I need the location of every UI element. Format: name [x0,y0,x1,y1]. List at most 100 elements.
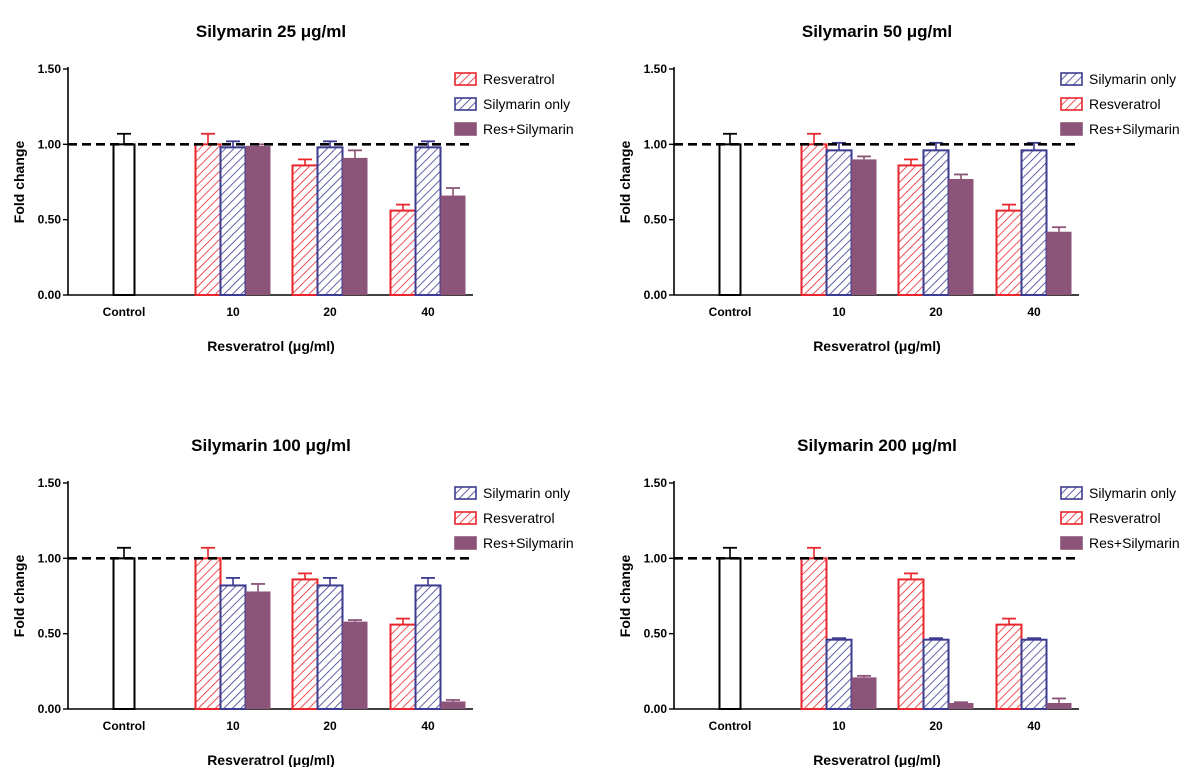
bar-res-silymarin-20 [948,702,974,709]
bar-silymarin-only-10 [825,638,853,710]
y-axis-label: Fold change [617,141,633,224]
bar-control [718,557,742,710]
legend-label-res-silymarin: Res+Silymarin [1089,121,1180,137]
x-tick-label: Control [103,305,146,319]
bar-resveratrol-20 [291,578,319,710]
y-tick-label: 0.00 [644,702,668,716]
legend-swatch-resveratrol [454,511,477,525]
legend-swatch-res-silymarin [1060,536,1083,550]
bar-control [112,557,136,710]
bar-res-silymarin-40 [440,701,466,709]
legend-label-silymarin-only: Silymarin only [483,96,570,112]
y-tick-label: 0.50 [38,213,62,227]
bar-resveratrol-10 [194,143,222,296]
x-tick-label: Control [103,719,146,733]
legend-swatch-silymarin-only [454,97,477,111]
legend-swatch-resveratrol [1060,97,1083,111]
x-axis-label: Resveratrol (μg/ml) [813,338,941,354]
bar-silymarin-only-20 [316,584,344,711]
panel-3: Silymarin 100 μg/ml 0.00 0.50 1.00 1.50 Fold … [11,436,574,767]
x-tick-label: 10 [832,305,846,319]
bar-resveratrol-40 [995,209,1023,296]
legend-label-res-silymarin: Res+Silymarin [483,121,574,137]
bar-resveratrol-40 [389,623,417,710]
x-tick-label: 10 [226,719,240,733]
x-tick-label: 20 [929,719,943,733]
legend-label-silymarin-only: Silymarin only [1089,71,1176,87]
bar-silymarin-only-20 [922,149,950,296]
legend-swatch-silymarin-only [1060,486,1083,500]
bar-res-silymarin-40 [1046,231,1072,295]
x-tick-label: 20 [323,719,337,733]
bar-resveratrol-40 [389,209,417,296]
y-axis-label: Fold change [11,555,27,638]
y-tick-label: 1.50 [38,62,62,76]
bar-res-silymarin-20 [342,157,368,295]
legend-swatch-silymarin-only [454,486,477,500]
bar-resveratrol-20 [897,164,925,296]
bar-res-silymarin-10 [245,145,271,295]
y-tick-label: 1.50 [38,476,62,490]
x-tick-label: 40 [1027,719,1041,733]
bar-silymarin-only-20 [922,638,950,710]
x-tick-label: 20 [323,305,337,319]
bar-res-silymarin-20 [342,621,368,709]
bar-silymarin-only-40 [414,146,442,296]
bar-resveratrol-10 [194,557,222,710]
chart-title: Silymarin 25 μg/ml [196,22,346,41]
bar-control [112,143,136,296]
y-axis-label: Fold change [11,141,27,224]
legend-label-resveratrol: Resveratrol [1089,96,1161,112]
x-tick-label: 10 [226,305,240,319]
y-tick-label: 1.00 [38,551,62,565]
x-axis-label: Resveratrol (μg/ml) [207,338,335,354]
y-tick-label: 1.50 [644,62,668,76]
bar-silymarin-only-20 [316,146,344,296]
bar-resveratrol-10 [800,557,828,710]
bar-resveratrol-40 [995,623,1023,710]
y-tick-label: 1.00 [38,137,62,151]
y-tick-label: 1.50 [644,476,668,490]
legend-swatch-resveratrol [1060,511,1083,525]
legend-swatch-res-silymarin [1060,122,1083,136]
bar-silymarin-only-40 [414,584,442,711]
bar-silymarin-only-10 [219,584,247,711]
y-axis-label: Fold change [617,555,633,638]
y-tick-label: 0.50 [38,627,62,641]
panel-2: Silymarin 50 μg/ml 0.00 0.50 1.00 1.50 Fold c… [617,22,1180,354]
legend-label-res-silymarin: Res+Silymarin [1089,535,1180,551]
x-tick-label: 40 [1027,305,1041,319]
bar-res-silymarin-10 [851,677,877,709]
bar-control [718,143,742,296]
x-tick-label: 10 [832,719,846,733]
legend-label-resveratrol: Resveratrol [483,71,555,87]
legend-label-resveratrol: Resveratrol [1089,510,1161,526]
bar-res-silymarin-10 [245,591,271,709]
bar-res-silymarin-20 [948,178,974,295]
bar-silymarin-only-10 [219,146,247,296]
y-tick-label: 0.50 [644,627,668,641]
chart-title: Silymarin 100 μg/ml [191,436,351,455]
legend-label-resveratrol: Resveratrol [483,510,555,526]
y-tick-label: 1.00 [644,137,668,151]
panel-4: Silymarin 200 μg/ml 0.00 0.50 1.00 1.50 Fold … [617,436,1180,767]
legend-swatch-silymarin-only [1060,72,1083,86]
bar-res-silymarin-10 [851,159,877,295]
legend-swatch-res-silymarin [454,122,477,136]
bar-resveratrol-10 [800,143,828,296]
x-tick-label: 40 [421,305,435,319]
legend-swatch-res-silymarin [454,536,477,550]
y-tick-label: 0.00 [644,288,668,302]
bar-resveratrol-20 [291,164,319,296]
bar-silymarin-only-10 [825,149,853,296]
bar-res-silymarin-40 [1046,702,1072,709]
x-tick-label: 20 [929,305,943,319]
y-tick-label: 0.50 [644,213,668,227]
x-tick-label: 40 [421,719,435,733]
y-tick-label: 1.00 [644,551,668,565]
chart-title: Silymarin 50 μg/ml [802,22,952,41]
bar-silymarin-only-40 [1020,149,1048,296]
bar-res-silymarin-40 [440,195,466,295]
chart-title: Silymarin 200 μg/ml [797,436,957,455]
